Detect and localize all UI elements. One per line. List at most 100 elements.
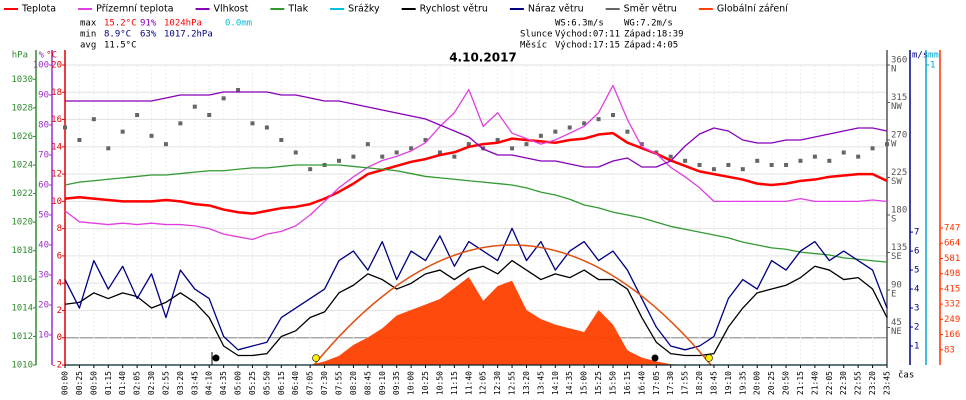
- y-tick-label: 4: [57, 279, 62, 289]
- x-tick-label: 07:55: [335, 371, 344, 395]
- y-tick-label: 1028: [11, 103, 33, 113]
- x-tick-label: 20:50: [782, 371, 791, 395]
- y-tick-label: 249: [944, 315, 960, 325]
- x-tick-label: 00:50: [89, 371, 98, 395]
- y-tick-label: 1026: [11, 132, 33, 142]
- y-tick-label: 2: [57, 306, 62, 316]
- y-tick-label: 16: [51, 115, 62, 125]
- compass-label: NE: [891, 327, 902, 337]
- compass-label: S: [891, 215, 896, 225]
- y-tick-label: 1030: [11, 75, 33, 85]
- x-tick-label: 20:25: [767, 371, 776, 395]
- stat: 8.9°C: [104, 30, 131, 40]
- chart-title: 4.10.2017: [449, 51, 517, 65]
- x-tick-label: 13:45: [536, 371, 545, 395]
- stat-label: avg: [80, 41, 96, 51]
- y-tick-label: 270: [891, 131, 907, 141]
- direction-point: [784, 163, 789, 167]
- direction-point: [538, 133, 543, 138]
- direction-point: [192, 104, 197, 109]
- compass-label: SE: [891, 252, 902, 262]
- x-tick-label: 10:50: [435, 371, 444, 395]
- stat: WG:7.2m/s: [624, 19, 673, 29]
- x-tick-label: 15:00: [580, 371, 589, 395]
- x-tick-label: 17:05: [652, 371, 661, 395]
- compass-label: SW: [891, 177, 902, 187]
- x-tick-label: 05:00: [234, 371, 243, 395]
- y-tick-label: 40: [38, 241, 49, 251]
- direction-point: [510, 146, 515, 151]
- y-tick-label: 90: [891, 281, 902, 291]
- x-tick-label: 17:30: [666, 371, 675, 395]
- x-tick-label: 09:35: [392, 371, 401, 395]
- direction-point: [437, 150, 442, 155]
- x-tick-label: 22:30: [839, 371, 848, 395]
- compass-label: W: [891, 140, 897, 150]
- y-tick-label: 83: [944, 345, 955, 355]
- legend-label: Teplota: [21, 4, 56, 15]
- legend-label: Náraz větru: [528, 4, 584, 15]
- y-tick-label: 1012: [11, 332, 33, 342]
- y-tick-label: 1016: [11, 275, 33, 285]
- x-tick-label: 23:20: [868, 371, 877, 395]
- legend-label: Tlak: [287, 4, 308, 15]
- direction-point: [755, 158, 760, 163]
- y-tick-label: 50: [38, 211, 49, 221]
- y-tick-label: 1024: [11, 161, 33, 171]
- y-tick-label: 14: [51, 142, 62, 152]
- y-tick-label: 10: [51, 197, 62, 207]
- direction-point: [120, 129, 125, 134]
- stat: Východ:17:15: [555, 41, 620, 51]
- direction-point: [221, 96, 226, 101]
- legend-label: Rychlost větru: [420, 4, 488, 15]
- direction-point: [668, 154, 673, 159]
- direction-point: [380, 154, 385, 159]
- x-tick-label: 12:05: [479, 371, 488, 395]
- x-tick-label: 01:40: [118, 371, 127, 395]
- direction-point: [683, 158, 688, 163]
- x-tick-label: 10:00: [407, 371, 416, 395]
- direction-point: [524, 142, 529, 147]
- direction-point: [870, 146, 875, 151]
- direction-point: [394, 150, 399, 155]
- direction-point: [466, 142, 471, 147]
- x-tick-label: 20:00: [753, 371, 762, 395]
- axis-title: m/s: [912, 51, 928, 61]
- direction-point: [452, 154, 457, 159]
- y-tick-label: 10: [38, 331, 49, 341]
- direction-point: [711, 167, 716, 172]
- stat: 15.2°C: [104, 19, 137, 29]
- y-tick-label: 20: [38, 301, 49, 311]
- direction-point: [77, 138, 82, 142]
- direction-point: [409, 146, 414, 151]
- y-tick-label: 30: [38, 271, 49, 281]
- y-tick-label: 6: [57, 251, 62, 261]
- radiation-area: [65, 276, 887, 365]
- compass-label: E: [891, 290, 896, 300]
- direction-point: [236, 88, 241, 92]
- x-tick-label: 17:55: [681, 371, 690, 395]
- y-tick-label: 1: [930, 61, 935, 71]
- direction-point: [264, 125, 269, 130]
- y-tick-label: 1: [914, 342, 919, 352]
- legend-label: Vlhkost: [214, 4, 249, 15]
- direction-point: [495, 138, 500, 142]
- x-tick-label: 07:05: [306, 371, 315, 395]
- series-line: [64, 227, 888, 351]
- y-tick-label: -2: [51, 361, 62, 371]
- series-line: [65, 91, 888, 168]
- direction-point: [726, 163, 731, 167]
- direction-point: [798, 158, 803, 163]
- y-tick-label: 8: [57, 224, 62, 234]
- stat: 91%: [140, 19, 157, 29]
- y-tick-label: 1022: [11, 189, 33, 199]
- x-tick-label: 15:50: [609, 371, 618, 395]
- direction-point: [611, 113, 615, 117]
- x-tick-label: 03:45: [190, 371, 199, 395]
- compass-label: NW: [891, 102, 902, 112]
- stat: 0.0mm: [225, 19, 252, 29]
- direction-point: [697, 163, 702, 167]
- y-tick-label: 1010: [11, 361, 33, 371]
- x-tick-label: 22:55: [854, 371, 863, 395]
- plot: hPa1010101210141016101810201022102410261…: [11, 50, 960, 395]
